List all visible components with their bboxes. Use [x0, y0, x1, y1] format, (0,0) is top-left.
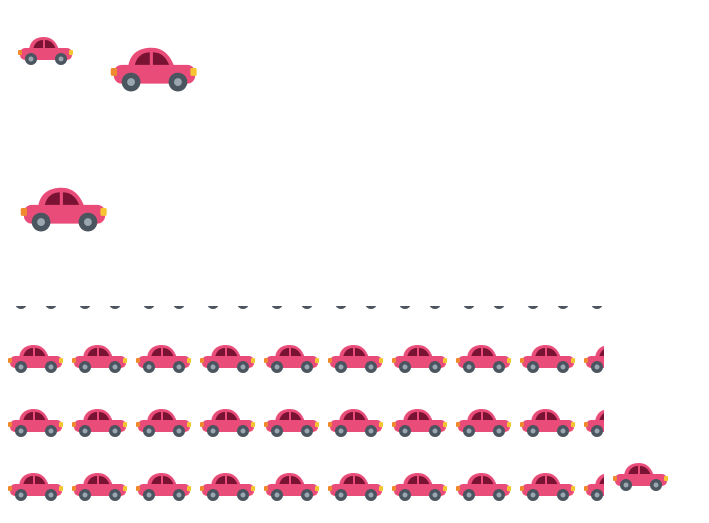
car-grid-row [6, 434, 604, 498]
car-grid-cell [390, 434, 454, 498]
car-grid-row [6, 498, 604, 523]
car-grid-cell [390, 498, 454, 523]
car-grid-cell [6, 498, 70, 523]
car-grid-cell [198, 306, 262, 370]
car-grid-cell [6, 306, 70, 370]
car-grid-cell [582, 434, 604, 498]
car-grid-cell [518, 306, 582, 370]
car-grid-cell [134, 434, 198, 498]
car-icon [19, 183, 110, 233]
car-grid-cell [326, 434, 390, 498]
car-grid-cell [262, 498, 326, 523]
car-grid-cell [70, 498, 134, 523]
car-grid-cell [70, 370, 134, 434]
car-grid-cell [6, 434, 70, 498]
car-grid-cell [198, 434, 262, 498]
car-grid-row [6, 306, 604, 370]
car-grid-cell [198, 498, 262, 523]
car-grid-cell [454, 370, 518, 434]
car-grid-cell [326, 306, 390, 370]
car-grid-cell [454, 306, 518, 370]
car-icon [109, 43, 200, 93]
car-grid-cell [518, 370, 582, 434]
car-grid-cell [198, 370, 262, 434]
car-grid-cell [390, 306, 454, 370]
car-grid-cell [6, 370, 70, 434]
car-grid-row [6, 370, 604, 434]
car-grid-cell [262, 306, 326, 370]
car-icon [17, 34, 75, 66]
car-grid [0, 306, 604, 523]
car-grid-cell [582, 498, 604, 523]
car-grid-cell [454, 434, 518, 498]
car-grid-cell [582, 306, 604, 370]
car-grid-cell [326, 370, 390, 434]
car-grid-cell [70, 306, 134, 370]
car-grid-cell [70, 434, 134, 498]
car-grid-cell [390, 370, 454, 434]
car-grid-cell [262, 434, 326, 498]
car-grid-cell [582, 370, 604, 434]
car-icon [612, 460, 670, 492]
car-grid-cell [326, 498, 390, 523]
car-grid-cell [262, 370, 326, 434]
car-grid-cell [518, 498, 582, 523]
car-grid-cell [454, 498, 518, 523]
car-grid-cell [134, 306, 198, 370]
car-grid-cell [134, 498, 198, 523]
car-grid-cell [518, 434, 582, 498]
car-grid-cell [134, 370, 198, 434]
